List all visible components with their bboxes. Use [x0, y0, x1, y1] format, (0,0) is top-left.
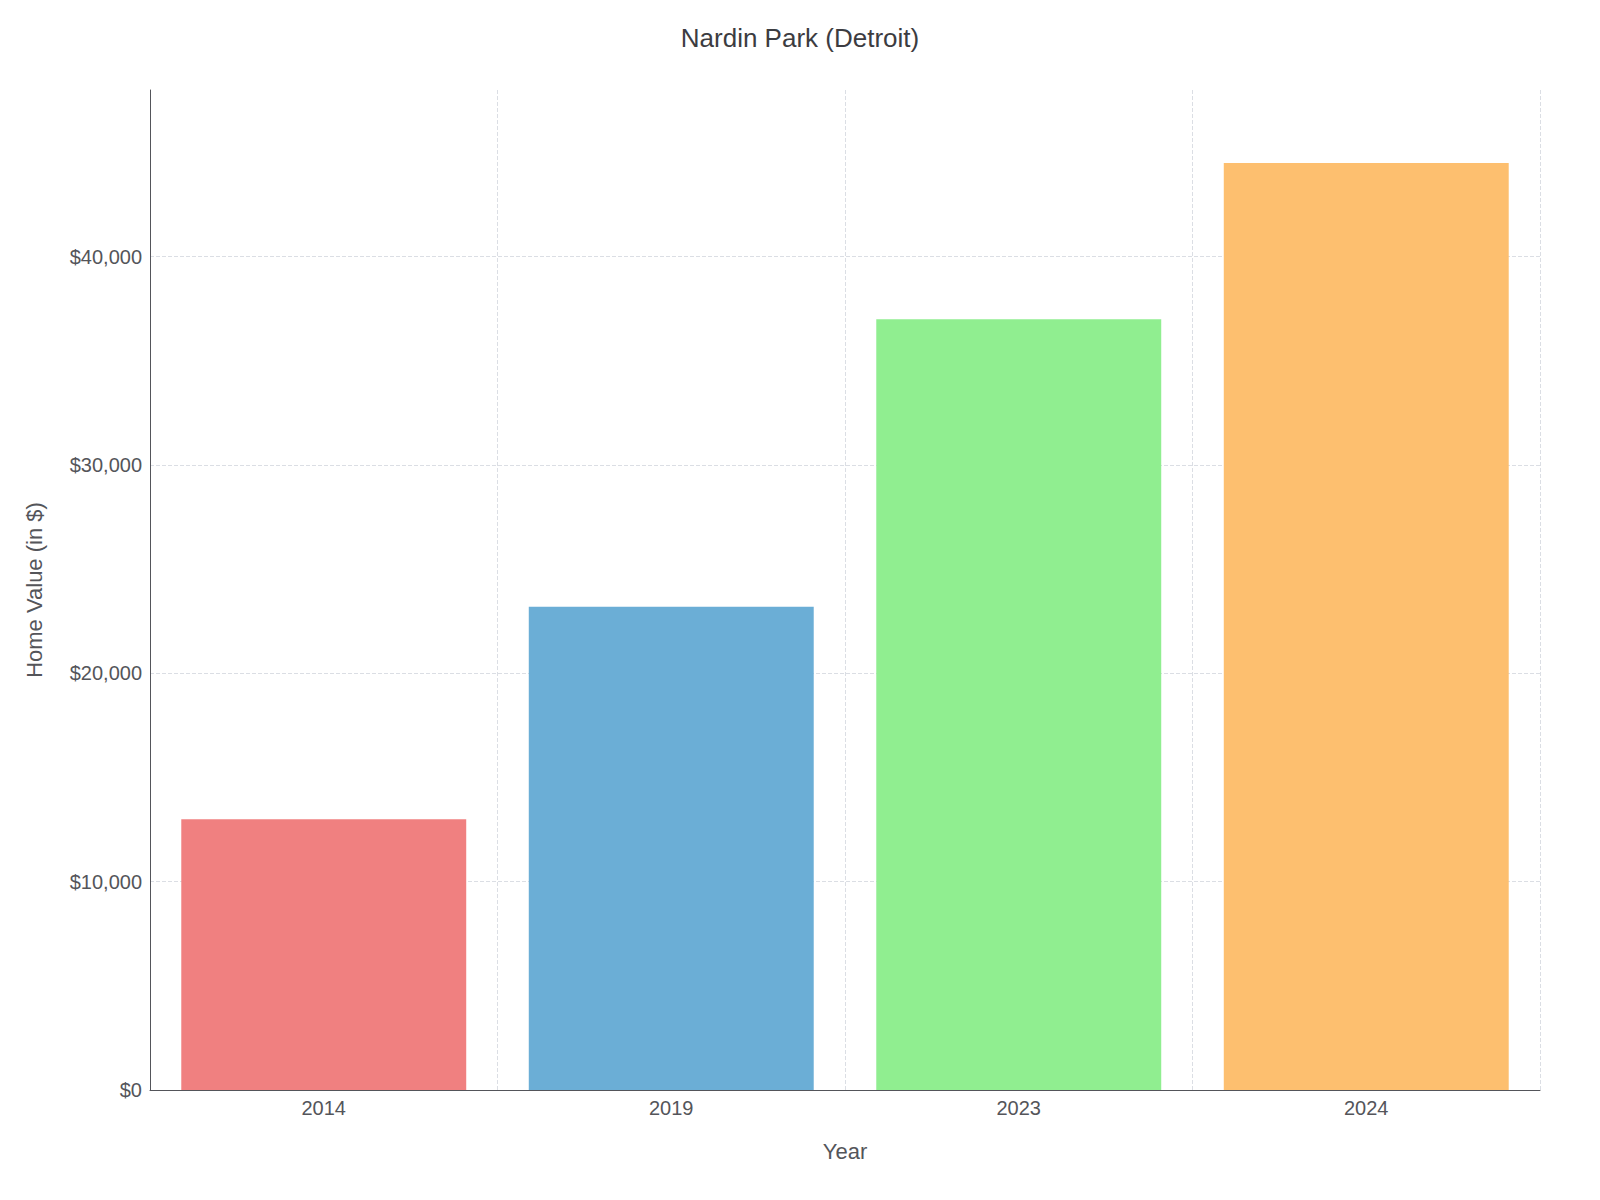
svg-text:2024: 2024: [1344, 1097, 1389, 1119]
svg-text:2019: 2019: [649, 1097, 694, 1119]
svg-text:2023: 2023: [997, 1097, 1042, 1119]
svg-text:Year: Year: [823, 1139, 867, 1164]
svg-text:$40,000: $40,000: [70, 246, 142, 268]
svg-text:Home Value (in $): Home Value (in $): [22, 502, 47, 678]
svg-text:$30,000: $30,000: [70, 454, 142, 476]
svg-text:$0: $0: [120, 1079, 142, 1101]
svg-text:$20,000: $20,000: [70, 662, 142, 684]
svg-text:2014: 2014: [302, 1097, 347, 1119]
svg-text:$10,000: $10,000: [70, 871, 142, 893]
svg-text:Nardin Park (Detroit): Nardin Park (Detroit): [681, 23, 919, 53]
